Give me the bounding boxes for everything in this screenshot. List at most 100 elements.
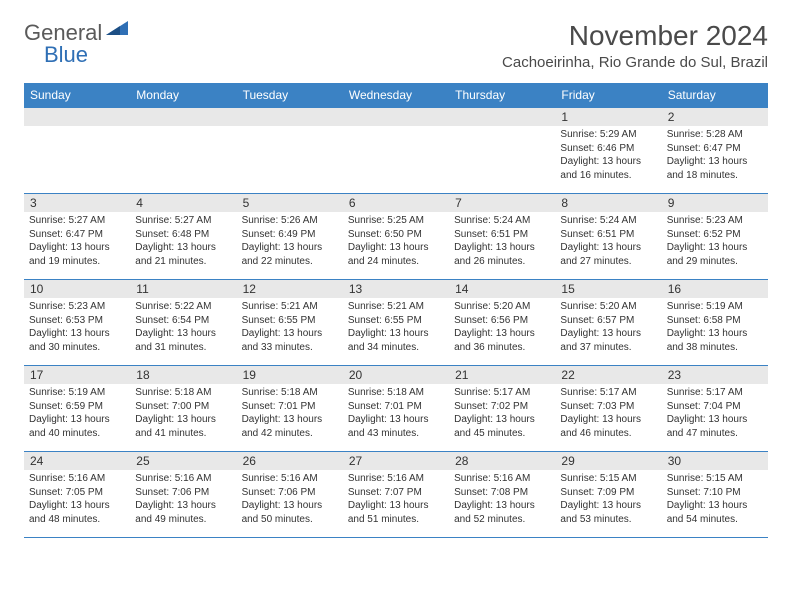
daylight-text-2: and 30 minutes. xyxy=(29,341,125,355)
daylight-text-1: Daylight: 13 hours xyxy=(242,241,338,255)
sunset-text: Sunset: 7:03 PM xyxy=(560,400,656,414)
daylight-text-1: Daylight: 13 hours xyxy=(29,241,125,255)
sunrise-text: Sunrise: 5:26 AM xyxy=(242,214,338,228)
day-cell: 26Sunrise: 5:16 AMSunset: 7:06 PMDayligh… xyxy=(237,452,343,538)
day-cell: 8Sunrise: 5:24 AMSunset: 6:51 PMDaylight… xyxy=(555,194,661,280)
sunrise-text: Sunrise: 5:23 AM xyxy=(29,300,125,314)
day-number: 24 xyxy=(24,452,130,470)
daylight-text-2: and 24 minutes. xyxy=(348,255,444,269)
day-cell: 13Sunrise: 5:21 AMSunset: 6:55 PMDayligh… xyxy=(343,280,449,366)
daylight-text-1: Daylight: 13 hours xyxy=(560,241,656,255)
sunrise-text: Sunrise: 5:22 AM xyxy=(135,300,231,314)
daylight-text-2: and 47 minutes. xyxy=(667,427,763,441)
daylight-text-1: Daylight: 13 hours xyxy=(135,499,231,513)
week-row: 24Sunrise: 5:16 AMSunset: 7:05 PMDayligh… xyxy=(24,452,768,538)
week-row: 10Sunrise: 5:23 AMSunset: 6:53 PMDayligh… xyxy=(24,280,768,366)
day-cell: 21Sunrise: 5:17 AMSunset: 7:02 PMDayligh… xyxy=(449,366,555,452)
daylight-text-2: and 16 minutes. xyxy=(560,169,656,183)
daylight-text-1: Daylight: 13 hours xyxy=(667,413,763,427)
week-row: .....1Sunrise: 5:29 AMSunset: 6:46 PMDay… xyxy=(24,108,768,194)
sunset-text: Sunset: 6:59 PM xyxy=(29,400,125,414)
day-details: Sunrise: 5:18 AMSunset: 7:00 PMDaylight:… xyxy=(130,384,236,444)
daylight-text-2: and 36 minutes. xyxy=(454,341,550,355)
day-cell: 10Sunrise: 5:23 AMSunset: 6:53 PMDayligh… xyxy=(24,280,130,366)
day-details: Sunrise: 5:15 AMSunset: 7:10 PMDaylight:… xyxy=(662,470,768,530)
sunrise-text: Sunrise: 5:16 AM xyxy=(29,472,125,486)
daylight-text-2: and 21 minutes. xyxy=(135,255,231,269)
day-cell: 27Sunrise: 5:16 AMSunset: 7:07 PMDayligh… xyxy=(343,452,449,538)
sunrise-text: Sunrise: 5:18 AM xyxy=(135,386,231,400)
day-number: 10 xyxy=(24,280,130,298)
day-number: 21 xyxy=(449,366,555,384)
daylight-text-1: Daylight: 13 hours xyxy=(348,413,444,427)
day-cell: 30Sunrise: 5:15 AMSunset: 7:10 PMDayligh… xyxy=(662,452,768,538)
day-header-row: SundayMondayTuesdayWednesdayThursdayFrid… xyxy=(24,83,768,108)
day-number: 13 xyxy=(343,280,449,298)
day-cell: 3Sunrise: 5:27 AMSunset: 6:47 PMDaylight… xyxy=(24,194,130,280)
daylight-text-1: Daylight: 13 hours xyxy=(454,413,550,427)
day-details: Sunrise: 5:16 AMSunset: 7:06 PMDaylight:… xyxy=(130,470,236,530)
sunset-text: Sunset: 7:04 PM xyxy=(667,400,763,414)
daylight-text-2: and 50 minutes. xyxy=(242,513,338,527)
day-cell: 12Sunrise: 5:21 AMSunset: 6:55 PMDayligh… xyxy=(237,280,343,366)
sunset-text: Sunset: 6:56 PM xyxy=(454,314,550,328)
daylight-text-1: Daylight: 13 hours xyxy=(560,327,656,341)
day-cell: . xyxy=(343,108,449,194)
sunrise-text: Sunrise: 5:21 AM xyxy=(348,300,444,314)
sunset-text: Sunset: 7:07 PM xyxy=(348,486,444,500)
sunset-text: Sunset: 7:00 PM xyxy=(135,400,231,414)
header: General Blue November 2024 Cachoeirinha,… xyxy=(24,20,768,71)
day-cell: 2Sunrise: 5:28 AMSunset: 6:47 PMDaylight… xyxy=(662,108,768,194)
daylight-text-1: Daylight: 13 hours xyxy=(560,413,656,427)
day-details: Sunrise: 5:17 AMSunset: 7:04 PMDaylight:… xyxy=(662,384,768,444)
sunrise-text: Sunrise: 5:24 AM xyxy=(560,214,656,228)
day-details: Sunrise: 5:27 AMSunset: 6:48 PMDaylight:… xyxy=(130,212,236,272)
sunset-text: Sunset: 6:49 PM xyxy=(242,228,338,242)
sunset-text: Sunset: 6:57 PM xyxy=(560,314,656,328)
day-cell: 20Sunrise: 5:18 AMSunset: 7:01 PMDayligh… xyxy=(343,366,449,452)
sunrise-text: Sunrise: 5:16 AM xyxy=(348,472,444,486)
daylight-text-2: and 33 minutes. xyxy=(242,341,338,355)
daylight-text-1: Daylight: 13 hours xyxy=(29,327,125,341)
daylight-text-2: and 27 minutes. xyxy=(560,255,656,269)
sunrise-text: Sunrise: 5:18 AM xyxy=(348,386,444,400)
day-details: Sunrise: 5:23 AMSunset: 6:53 PMDaylight:… xyxy=(24,298,130,358)
day-header-monday: Monday xyxy=(130,83,236,108)
day-header-tuesday: Tuesday xyxy=(237,83,343,108)
day-number: 27 xyxy=(343,452,449,470)
day-details: Sunrise: 5:19 AMSunset: 6:58 PMDaylight:… xyxy=(662,298,768,358)
day-details: Sunrise: 5:25 AMSunset: 6:50 PMDaylight:… xyxy=(343,212,449,272)
daylight-text-2: and 26 minutes. xyxy=(454,255,550,269)
daylight-text-2: and 22 minutes. xyxy=(242,255,338,269)
logo: General Blue xyxy=(24,20,128,46)
daylight-text-1: Daylight: 13 hours xyxy=(454,499,550,513)
sunrise-text: Sunrise: 5:17 AM xyxy=(667,386,763,400)
daylight-text-1: Daylight: 13 hours xyxy=(454,327,550,341)
day-number: 3 xyxy=(24,194,130,212)
day-details: Sunrise: 5:20 AMSunset: 6:57 PMDaylight:… xyxy=(555,298,661,358)
daylight-text-2: and 37 minutes. xyxy=(560,341,656,355)
daylight-text-1: Daylight: 13 hours xyxy=(454,241,550,255)
day-details: Sunrise: 5:22 AMSunset: 6:54 PMDaylight:… xyxy=(130,298,236,358)
day-details: Sunrise: 5:26 AMSunset: 6:49 PMDaylight:… xyxy=(237,212,343,272)
day-number: 4 xyxy=(130,194,236,212)
day-number: 29 xyxy=(555,452,661,470)
day-number: 28 xyxy=(449,452,555,470)
day-cell: 25Sunrise: 5:16 AMSunset: 7:06 PMDayligh… xyxy=(130,452,236,538)
daylight-text-2: and 45 minutes. xyxy=(454,427,550,441)
day-cell: . xyxy=(24,108,130,194)
title-block: November 2024 Cachoeirinha, Rio Grande d… xyxy=(502,20,768,71)
day-number: 11 xyxy=(130,280,236,298)
day-number: 6 xyxy=(343,194,449,212)
day-details: Sunrise: 5:20 AMSunset: 6:56 PMDaylight:… xyxy=(449,298,555,358)
sunset-text: Sunset: 6:47 PM xyxy=(29,228,125,242)
sunset-text: Sunset: 6:55 PM xyxy=(348,314,444,328)
day-details: Sunrise: 5:17 AMSunset: 7:03 PMDaylight:… xyxy=(555,384,661,444)
daylight-text-2: and 49 minutes. xyxy=(135,513,231,527)
day-number: 23 xyxy=(662,366,768,384)
sunset-text: Sunset: 7:08 PM xyxy=(454,486,550,500)
daylight-text-1: Daylight: 13 hours xyxy=(667,327,763,341)
day-number: 25 xyxy=(130,452,236,470)
daylight-text-1: Daylight: 13 hours xyxy=(29,499,125,513)
sunset-text: Sunset: 6:46 PM xyxy=(560,142,656,156)
